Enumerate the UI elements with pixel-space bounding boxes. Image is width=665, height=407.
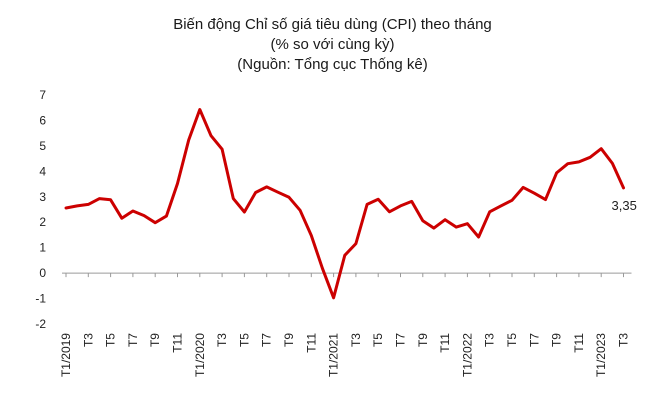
x-tick-label: T3 bbox=[483, 333, 497, 347]
x-tick-label: T1/2022 bbox=[460, 333, 474, 377]
x-tick-label: T7 bbox=[527, 333, 541, 347]
x-tick-label: T11 bbox=[304, 333, 318, 353]
y-tick-label: 4 bbox=[39, 164, 46, 178]
x-tick-label: T1/2019 bbox=[59, 333, 73, 377]
x-tick-label: T1/2020 bbox=[193, 333, 207, 377]
y-tick-label: 2 bbox=[39, 215, 46, 229]
x-tick-label: T11 bbox=[438, 333, 452, 353]
x-tick-label: T5 bbox=[505, 333, 519, 347]
x-tick-label: T3 bbox=[81, 333, 95, 347]
chart-title: Biến động Chỉ số giá tiêu dùng (CPI) the… bbox=[173, 16, 492, 33]
chart-source: (Nguồn: Tổng cục Thống kê) bbox=[237, 56, 428, 73]
x-tick-label: T7 bbox=[126, 333, 140, 347]
x-tick-label: T11 bbox=[572, 333, 586, 353]
x-tick-label: T5 bbox=[237, 333, 251, 347]
x-tick-label: T7 bbox=[394, 333, 408, 347]
series-line-cpi bbox=[64, 108, 625, 300]
x-tick-label: T5 bbox=[371, 333, 385, 347]
x-tick-label: T3 bbox=[215, 333, 229, 347]
x-tick-label: T1/2023 bbox=[594, 333, 608, 377]
x-tick-label: T1/2021 bbox=[327, 333, 341, 377]
y-tick-label: 3 bbox=[39, 190, 46, 204]
x-tick-label: T9 bbox=[416, 333, 430, 347]
y-tick-label: 1 bbox=[39, 241, 46, 255]
y-tick-label: -2 bbox=[35, 317, 46, 331]
x-tick-label: T7 bbox=[260, 333, 274, 347]
y-tick-label: 7 bbox=[39, 88, 46, 102]
chart-subtitle: (% so với cùng kỳ) bbox=[270, 36, 395, 53]
data-label-last-value: 3,35 bbox=[612, 198, 637, 213]
y-tick-label: 0 bbox=[39, 266, 46, 280]
x-tick-label: T5 bbox=[104, 333, 118, 347]
x-tick-label: T9 bbox=[148, 333, 162, 347]
y-tick-label: 5 bbox=[39, 139, 46, 153]
x-tick-label: T3 bbox=[349, 333, 363, 347]
x-tick-label: T9 bbox=[550, 333, 564, 347]
y-tick-label: -1 bbox=[35, 292, 46, 306]
x-tick-label: T11 bbox=[171, 333, 185, 353]
y-tick-label: 6 bbox=[39, 113, 46, 127]
x-tick-label: T3 bbox=[617, 333, 631, 347]
x-tick-label: T9 bbox=[282, 333, 296, 347]
